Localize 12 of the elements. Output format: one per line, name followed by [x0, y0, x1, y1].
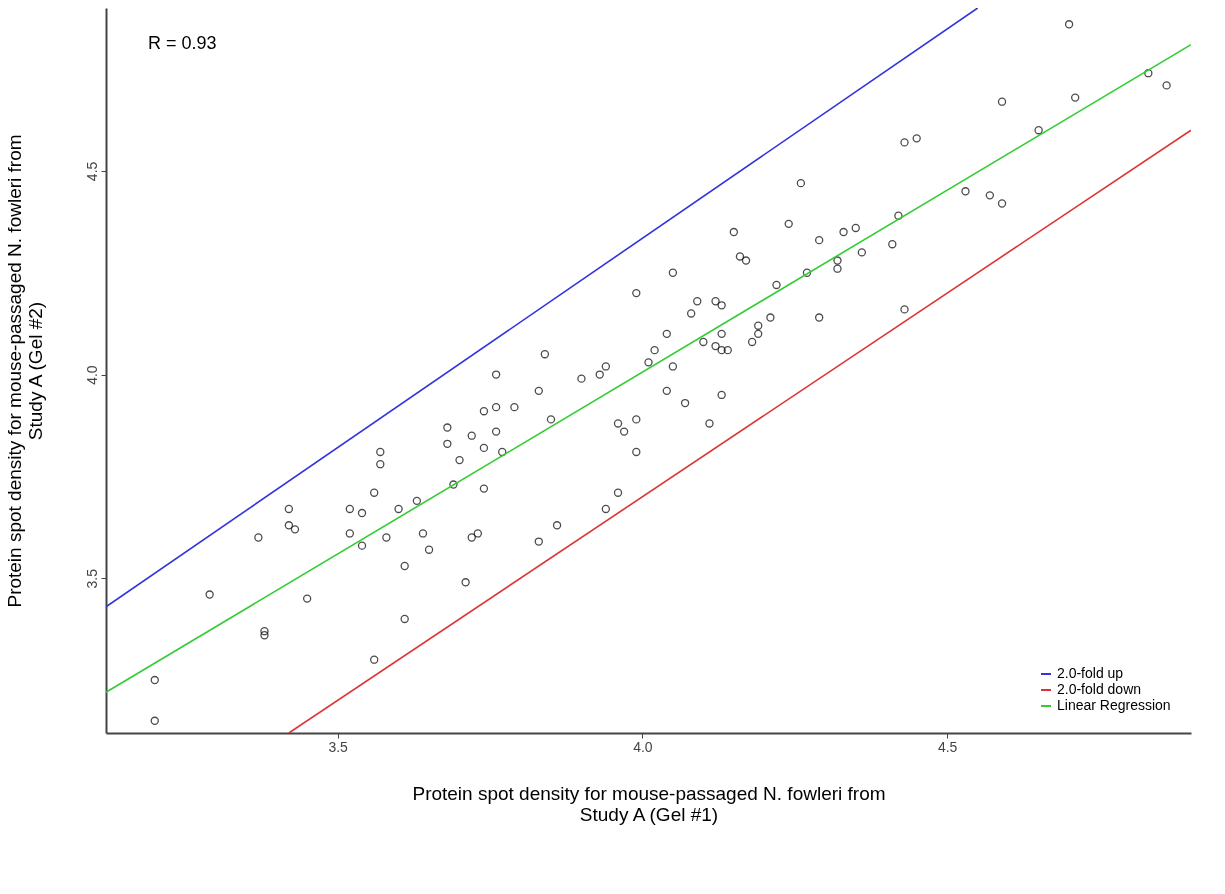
legend-label: 2.0-fold up	[1057, 665, 1124, 681]
legend-label: 2.0-fold down	[1057, 681, 1142, 697]
y-tick-label: 3.5	[83, 568, 100, 589]
annotation: R = 0.93	[148, 33, 217, 53]
legend-label: Linear Regression	[1057, 697, 1171, 713]
x-axis-title: Protein spot density for mouse-passaged N. fowleri from Study A (Gel #1)	[412, 782, 886, 825]
x-tick-label: 3.5	[328, 738, 349, 755]
y-tick-label: 4.5	[83, 161, 100, 182]
x-tick-label: 4.0	[633, 738, 653, 755]
y-axis-title: Protein spot density for mouse-passaged N. fowleri from Study A (Gel #2)	[3, 134, 46, 608]
x-tick-label: 4.5	[937, 738, 958, 755]
y-tick-label: 4.0	[83, 365, 100, 385]
